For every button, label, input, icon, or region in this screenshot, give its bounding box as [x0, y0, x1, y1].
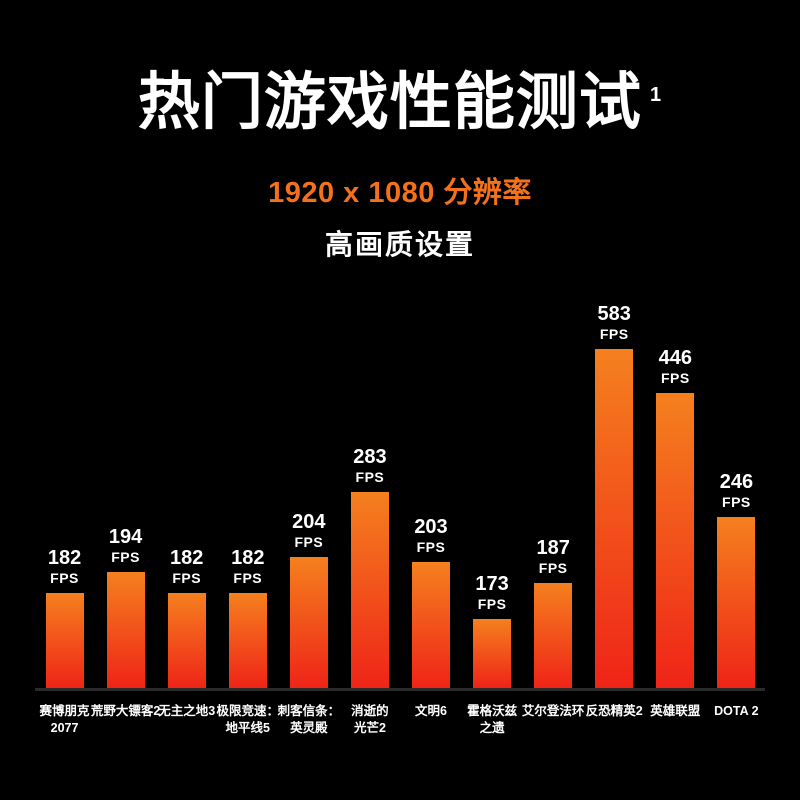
category-label: DOTA 2: [714, 704, 759, 718]
bar-value-label: 182 FPS: [48, 547, 81, 586]
bar: [106, 572, 145, 688]
bar-value-unit: FPS: [599, 325, 629, 342]
bar-column: 246 FPS DOTA 2: [706, 300, 767, 718]
bar-value-label: 182 FPS: [231, 547, 264, 586]
bar-value: 283: [353, 445, 387, 468]
bar: [167, 593, 206, 688]
bar-value-label: 194 FPS: [109, 526, 142, 565]
bar-column: 194 FPS 荒野大镖客2: [91, 300, 160, 718]
category-label: 赛博朋克 2077: [39, 704, 90, 735]
bar-columns: 182 FPS 赛博朋克 2077 194 FPS 荒野大镖客2 182 FPS 无主之地3 18…: [34, 300, 767, 735]
bar: [412, 562, 450, 688]
bar-value-label: 283 FPS: [353, 446, 386, 485]
category-label: 消逝的 光芒2: [351, 704, 389, 735]
bar-value: 182: [170, 546, 204, 569]
bar-value: 182: [47, 546, 82, 569]
chart-baseline: [35, 688, 765, 691]
bar-value: 203: [414, 515, 448, 538]
bar: [228, 593, 267, 688]
category-label: 霍格沃兹 之遗: [467, 704, 518, 735]
bar-value-unit: FPS: [172, 569, 202, 586]
bar-column: 187 FPS 艾尔登法环: [522, 300, 585, 718]
bar-column: 446 FPS 英雄联盟: [645, 300, 706, 718]
bar-value-unit: FPS: [233, 569, 263, 586]
bar-column: 283 FPS 消逝的 光芒2: [339, 300, 400, 735]
bar-value: 583: [597, 302, 631, 325]
bar: [534, 583, 573, 688]
bar-value: 194: [108, 525, 143, 548]
subtitle-resolution: 1920 x 1080 分辨率: [268, 176, 532, 209]
bar-value-unit: FPS: [50, 569, 79, 586]
category-label: 刺客信条： 英灵殿: [277, 704, 341, 735]
bar-value-label: 583 FPS: [598, 303, 631, 342]
bar-column: 182 FPS 极限竞速： 地平线5: [217, 300, 280, 735]
bar-value-unit: FPS: [722, 493, 751, 510]
bar: [656, 393, 695, 688]
bar-value-unit: FPS: [660, 369, 690, 386]
category-label: 极限竞速： 地平线5: [216, 704, 280, 735]
bar-value-label: 246 FPS: [720, 471, 753, 510]
header: 热门游戏性能测试 1 1920 x 1080 分辨率 高画质设置: [0, 0, 800, 263]
bar-value-label: 204 FPS: [292, 511, 325, 550]
bar-value: 187: [536, 536, 570, 559]
fps-bar-chart: 182 FPS 赛博朋克 2077 194 FPS 荒野大镖客2 182 FPS 无主之地3 18…: [34, 300, 767, 735]
bar-value-unit: FPS: [416, 538, 446, 555]
category-label: 艾尔登法环: [521, 704, 585, 718]
bar-value-label: 203 FPS: [414, 516, 447, 555]
bar-value: 246: [719, 470, 754, 493]
bar: [350, 492, 389, 688]
bar-value-label: 173 FPS: [475, 573, 508, 612]
bar-column: 173 FPS 霍格沃兹 之遗: [462, 300, 523, 735]
bar-value-label: 182 FPS: [170, 547, 203, 586]
bar-column: 204 FPS 刺客信条： 英灵殿: [278, 300, 341, 735]
bar-value-unit: FPS: [355, 468, 385, 485]
bar: [717, 517, 756, 688]
page-title-text: 热门游戏性能测试: [137, 68, 642, 137]
bar-value-label: 187 FPS: [536, 537, 569, 576]
bar-value-label: 446 FPS: [659, 347, 692, 386]
category-label: 无主之地3: [158, 704, 216, 718]
bar-value-unit: FPS: [538, 559, 568, 576]
category-label: 反恐精英2: [585, 704, 643, 718]
bar: [289, 557, 328, 688]
page-title: 热门游戏性能测试 1: [0, 68, 800, 137]
bar-value: 173: [475, 572, 509, 595]
category-label: 英雄联盟: [650, 704, 701, 718]
category-label: 文明6: [415, 704, 447, 718]
bar: [473, 619, 512, 688]
bar-column: 182 FPS 赛博朋克 2077: [34, 300, 95, 735]
bar-value-unit: FPS: [294, 533, 324, 550]
bar: [45, 593, 84, 688]
bar-column: 203 FPS 文明6: [400, 300, 461, 718]
bar: [595, 349, 634, 688]
bar-value: 446: [658, 346, 692, 369]
bar-value: 182: [231, 546, 265, 569]
bar-column: 182 FPS 无主之地3: [156, 300, 217, 718]
bar-value-unit: FPS: [111, 548, 140, 565]
bar-value: 204: [292, 510, 326, 533]
bar-column: 583 FPS 反恐精英2: [584, 300, 645, 718]
subtitle-quality: 高画质设置: [324, 228, 475, 260]
bar-value-unit: FPS: [477, 595, 507, 612]
title-footnote-marker: 1: [649, 84, 663, 107]
category-label: 荒野大镖客2: [90, 704, 161, 718]
